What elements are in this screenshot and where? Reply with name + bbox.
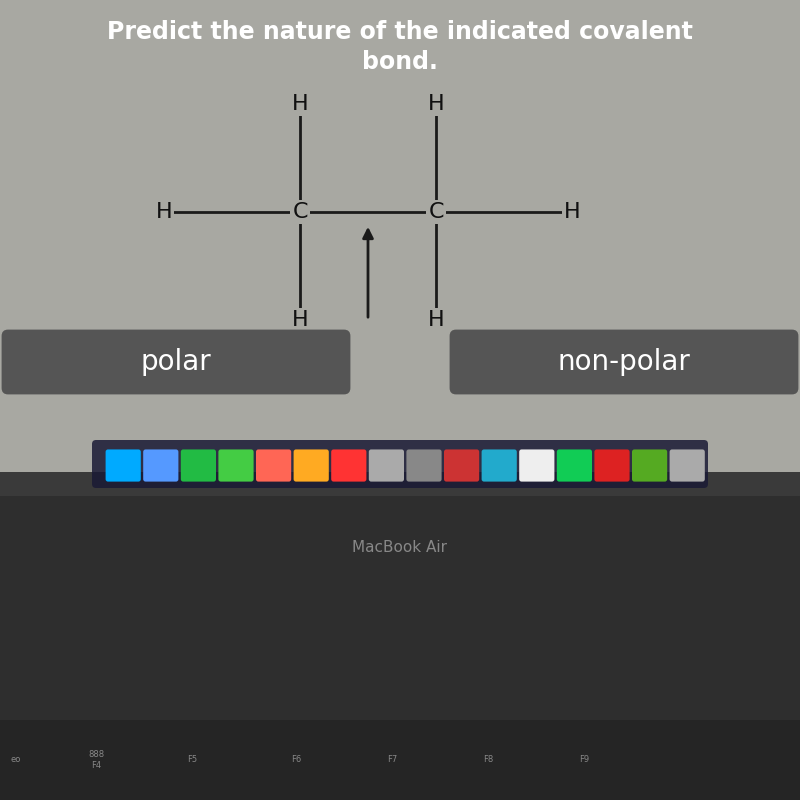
FancyBboxPatch shape [670, 450, 705, 482]
Bar [0, 720, 800, 800]
Text: ©21 Acellus Corporation.  All Rights Reserved.: ©21 Acellus Corporation. All Rights Rese… [8, 384, 250, 394]
FancyBboxPatch shape [369, 450, 404, 482]
FancyBboxPatch shape [406, 450, 442, 482]
Text: F5: F5 [187, 755, 197, 765]
Text: H: H [156, 202, 172, 222]
FancyBboxPatch shape [444, 450, 479, 482]
Text: F9: F9 [579, 755, 589, 765]
FancyBboxPatch shape [218, 450, 254, 482]
Text: polar: polar [141, 348, 211, 376]
Bar [0, 0, 800, 480]
Text: non-polar: non-polar [558, 348, 690, 376]
Text: H: H [292, 310, 308, 330]
FancyBboxPatch shape [482, 450, 517, 482]
FancyBboxPatch shape [331, 450, 366, 482]
FancyBboxPatch shape [143, 450, 178, 482]
FancyBboxPatch shape [594, 450, 630, 482]
Text: eo: eo [11, 755, 21, 765]
FancyBboxPatch shape [450, 330, 798, 394]
FancyBboxPatch shape [294, 450, 329, 482]
Text: F6: F6 [291, 755, 301, 765]
FancyBboxPatch shape [519, 450, 554, 482]
Text: F8: F8 [483, 755, 493, 765]
Text: Predict the nature of the indicated covalent
bond.: Predict the nature of the indicated cova… [107, 20, 693, 74]
Text: MacBook Air: MacBook Air [353, 541, 447, 555]
Text: H: H [428, 94, 444, 114]
FancyBboxPatch shape [557, 450, 592, 482]
Text: C: C [292, 202, 308, 222]
Text: C: C [428, 202, 444, 222]
Text: H: H [292, 94, 308, 114]
Bar [0, 472, 800, 496]
Text: F7: F7 [387, 755, 397, 765]
FancyBboxPatch shape [106, 450, 141, 482]
Text: H: H [564, 202, 580, 222]
FancyBboxPatch shape [2, 330, 350, 394]
FancyBboxPatch shape [181, 450, 216, 482]
FancyBboxPatch shape [92, 440, 708, 488]
Text: 888
F4: 888 F4 [88, 750, 104, 770]
FancyBboxPatch shape [256, 450, 291, 482]
Text: H: H [428, 310, 444, 330]
FancyBboxPatch shape [632, 450, 667, 482]
